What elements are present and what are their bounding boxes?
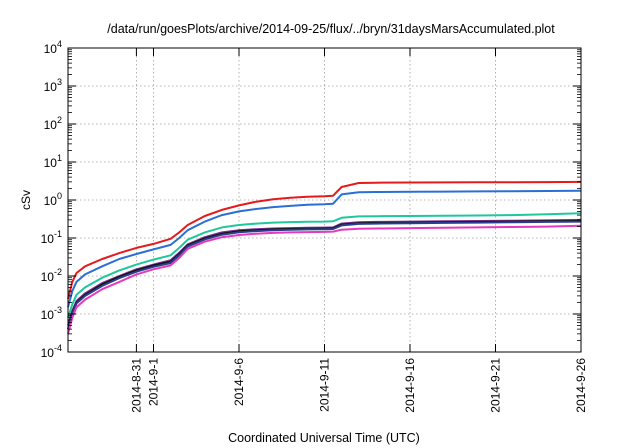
series-line-3 [67, 212, 582, 319]
series-group [67, 180, 582, 335]
x-tick-label: 2014-9-16 [403, 358, 417, 413]
x-tick-labels: 2014-8-31 2014-9-1 2014-9-6 2014-9-11 2014-9… [129, 358, 588, 413]
y-tick-label: 104 [44, 39, 62, 56]
y-tick-label: 10-4 [41, 343, 62, 360]
series-line-6 [67, 220, 582, 330]
y-tick-label: 10-3 [41, 305, 62, 322]
grid [68, 48, 581, 352]
y-tick-label: 100 [44, 191, 62, 208]
ticks [68, 47, 582, 353]
y-tick-label: 101 [44, 153, 62, 170]
x-tick-label: 2014-9-1 [147, 358, 161, 406]
y-tick-label: 102 [44, 115, 62, 132]
x-tick-label: 2014-9-6 [232, 358, 246, 406]
chart-title: /data/run/goesPlots/archive/2014-09-25/f… [107, 22, 555, 36]
series-line-7 [67, 224, 582, 335]
x-axis-label: Coordinated Universal Time (UTC) [228, 431, 420, 445]
x-tick-label: 2014-9-21 [489, 358, 503, 413]
y-tick-labels: 10-4 10-3 10-2 10-1 100 101 102 103 104 [41, 39, 62, 360]
y-axis-label: cSv [19, 190, 33, 210]
y-tick-label: 10-2 [41, 267, 62, 284]
series-line-2 [67, 189, 582, 308]
x-tick-label: 2014-9-26 [574, 358, 588, 413]
x-tick-label: 2014-9-11 [318, 358, 332, 412]
series-line-1 [67, 180, 582, 300]
y-tick-label: 10-1 [41, 229, 62, 246]
y-tick-label: 103 [44, 77, 62, 94]
x-tick-label: 2014-8-31 [129, 358, 143, 413]
